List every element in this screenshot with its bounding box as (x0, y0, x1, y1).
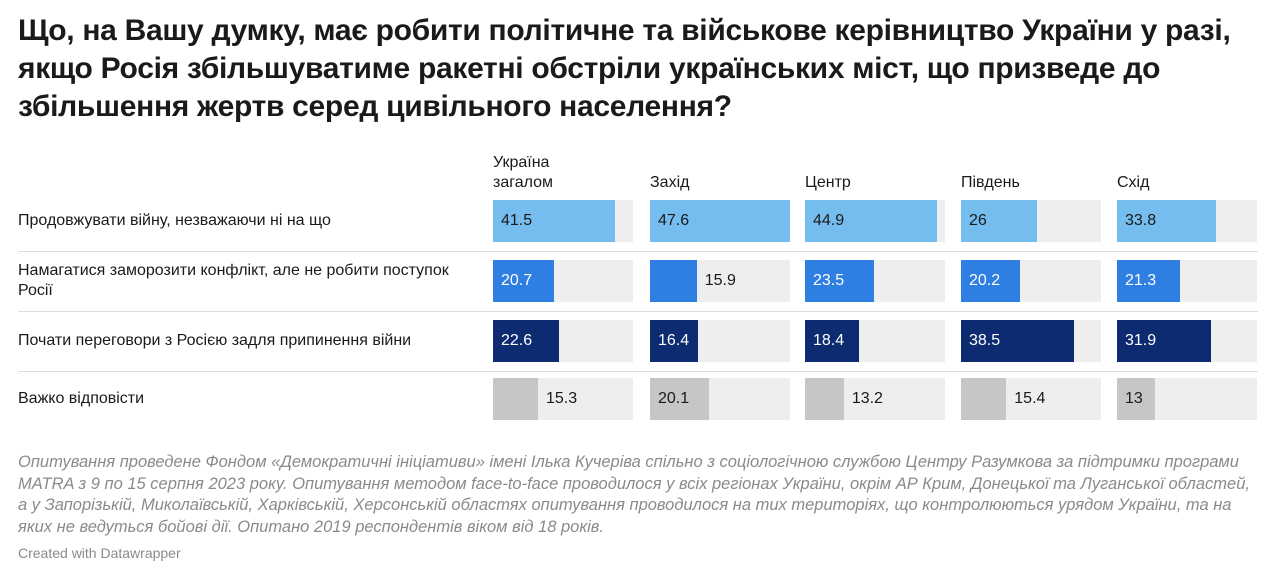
bar-cell: 22.6 (493, 320, 633, 362)
bar (1117, 200, 1217, 242)
value-label: 15.3 (546, 390, 578, 407)
row-label: Продовжувати війну, незважаючи ні на що (18, 212, 331, 229)
value-label: 20.2 (969, 272, 1001, 289)
value-label: 16.4 (658, 332, 690, 349)
bar (961, 200, 1038, 242)
value-label: 20.1 (658, 390, 690, 407)
bar (805, 200, 938, 242)
bar-cell: 13 (1117, 378, 1257, 420)
value-label: 13 (1125, 390, 1143, 407)
value-label: 38.5 (969, 332, 1001, 349)
chart-title: Що, на Вашу думку, має робити політичне … (18, 14, 1231, 123)
row-label: Важко відповісти (18, 390, 145, 407)
value-label: 13.2 (851, 390, 883, 407)
bar-cell: 44.9 (805, 200, 945, 242)
bar (961, 320, 1075, 362)
bar-cell: 31.9 (1117, 320, 1257, 362)
bar (650, 378, 710, 420)
value-label: 44.9 (813, 212, 845, 229)
bar (805, 378, 844, 420)
bar-cell: 41.5 (493, 200, 633, 242)
value-label: 22.6 (501, 332, 533, 349)
value-label: 23.5 (813, 272, 845, 289)
bar (650, 320, 699, 362)
bar-cell: 18.4 (805, 320, 945, 362)
bar (650, 260, 697, 302)
value-label: 18.4 (813, 332, 845, 349)
bar-cell: 20.1 (650, 378, 790, 420)
bar (1117, 260, 1180, 302)
row-label: Почати переговори з Росією задля припине… (18, 332, 412, 349)
bar-cell: 15.4 (961, 378, 1101, 420)
row-label: Намагатися заморозити конфлікт, але не р… (18, 262, 449, 299)
column-header: Південь (961, 174, 1020, 191)
bar (650, 200, 790, 242)
bar-cell: 16.4 (650, 320, 790, 362)
bar (493, 200, 616, 242)
notes: Опитування проведене Фондом «Демократичн… (18, 453, 1250, 536)
value-label: 20.7 (501, 272, 533, 289)
bar-cell: 26 (961, 200, 1101, 242)
credit: Created with Datawrapper (18, 545, 181, 561)
bar-cell: 23.5 (805, 260, 945, 302)
column-header: Схід (1117, 174, 1150, 191)
value-label: 15.9 (704, 272, 736, 289)
value-label: 33.8 (1125, 212, 1157, 229)
bar-cell: 15.9 (650, 260, 790, 302)
bar (1117, 320, 1211, 362)
bar-cell: 38.5 (961, 320, 1101, 362)
bar (493, 260, 554, 302)
value-label: 21.3 (1125, 272, 1157, 289)
bar-cell: 33.8 (1117, 200, 1257, 242)
value-label: 26 (969, 212, 987, 229)
bar-cell: 47.6 (650, 200, 790, 242)
bar-cell: 21.3 (1117, 260, 1257, 302)
column-header: Україна загалом (493, 154, 554, 191)
row-separator (18, 371, 1258, 372)
bar-cell: 20.2 (961, 260, 1101, 302)
bar (493, 378, 538, 420)
bar-cell: 13.2 (805, 378, 945, 420)
value-label: 31.9 (1125, 332, 1157, 349)
value-label: 47.6 (658, 212, 690, 229)
row-separator (18, 251, 1258, 252)
bar (1117, 378, 1156, 420)
column-header: Захід (650, 174, 690, 191)
bar (805, 320, 860, 362)
bar (961, 260, 1021, 302)
column-header: Центр (805, 174, 851, 191)
bar-cell: 20.7 (493, 260, 633, 302)
bar-cell: 15.3 (493, 378, 633, 420)
row-separator (18, 311, 1258, 312)
bar (961, 378, 1007, 420)
bar (805, 260, 875, 302)
value-label: 15.4 (1014, 390, 1046, 407)
value-label: 41.5 (501, 212, 533, 229)
bar (493, 320, 560, 362)
